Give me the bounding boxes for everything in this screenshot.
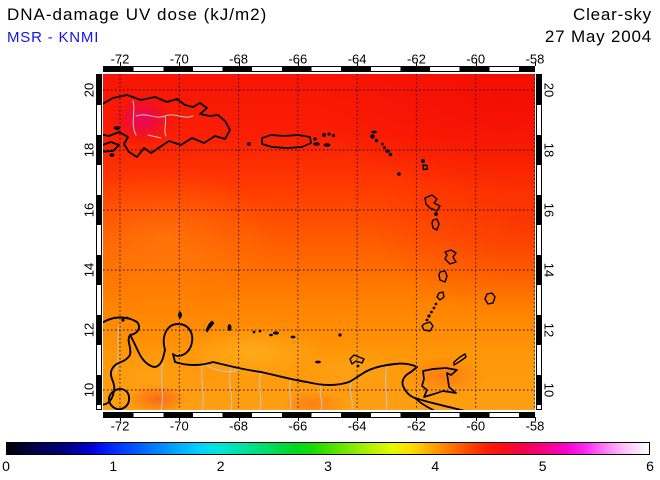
- lon-tick-label-top: -70: [169, 51, 189, 67]
- bottom-axis-frame: [103, 412, 535, 418]
- st-vincent-coastline: [436, 291, 445, 301]
- lon-tick-label-top: -64: [347, 51, 367, 67]
- lat-tick-label-left: 14: [81, 262, 97, 278]
- tobago-coastline: [453, 353, 467, 366]
- lat-tick-label-left: 20: [81, 82, 97, 98]
- source-label: MSR - KNMI: [7, 29, 100, 46]
- bottom-axis-tick: [416, 417, 418, 421]
- hispaniola-coastline: [103, 94, 231, 158]
- st-lucia-coastline: [438, 270, 448, 283]
- uv-dose-field: [103, 74, 535, 410]
- maracaibo-lake: [108, 388, 130, 410]
- puerto-rico-coastline: [261, 134, 312, 149]
- colorbar-tick-label: 6: [646, 458, 654, 474]
- bottom-axis-tick: [357, 417, 359, 421]
- lat-tick-label-left: 10: [81, 382, 97, 398]
- colorbar-tick-label: 0: [2, 458, 10, 474]
- trinidad-coastline: [421, 367, 458, 398]
- colorbar-tick-label: 4: [431, 458, 440, 474]
- virgin-islands: [247, 132, 336, 147]
- haiti-south-peninsula-coastline: [103, 141, 120, 153]
- lon-tick-label-top: -62: [407, 51, 426, 67]
- page-title: DNA-damage UV dose (kJ/m2): [7, 5, 268, 24]
- lon-tick-label-top: -66: [288, 51, 308, 67]
- lat-tick-label-right: 20: [541, 82, 557, 98]
- bottom-axis-tick: [179, 417, 181, 421]
- right-axis-frame: [536, 74, 542, 410]
- bottom-axis-tick: [120, 417, 121, 421]
- grenada-coastline: [421, 321, 434, 332]
- colorbar: [6, 442, 650, 455]
- dominica-coastline: [431, 218, 440, 231]
- lat-tick-label-left: 16: [81, 202, 97, 218]
- bottom-axis-tick: [475, 417, 477, 421]
- colorbar-tick-label: 5: [538, 458, 547, 474]
- colorbar-tick-label: 1: [109, 458, 118, 474]
- bottom-axis-tick: [238, 417, 240, 421]
- lon-tick-label-bottom: -72: [110, 418, 130, 434]
- lat-tick-label-right: 18: [541, 142, 557, 158]
- map-canvas: [103, 74, 535, 410]
- margarita-coastline: [349, 354, 365, 365]
- date-label: 27 May 2004: [544, 27, 652, 46]
- venezuela-islands: [121, 311, 360, 368]
- top-axis-tick: [357, 62, 359, 66]
- left-axis-frame: [96, 74, 102, 410]
- lesser-antilles-islands: [370, 130, 496, 332]
- top-axis-tick: [534, 62, 536, 66]
- lon-tick-label-bottom: -58: [525, 418, 545, 434]
- barbados-coastline: [484, 292, 496, 305]
- colorbar-tick-label: 3: [324, 458, 332, 474]
- small-island: [109, 153, 115, 157]
- lon-tick-label-top: -58: [525, 51, 545, 67]
- lon-tick-label-top: -72: [110, 51, 130, 67]
- antigua-coastline: [422, 164, 429, 171]
- lon-tick-label-bottom: -64: [347, 418, 367, 434]
- bottom-axis-tick: [297, 417, 299, 421]
- top-axis-tick: [179, 62, 181, 66]
- top-axis-frame: [103, 66, 535, 72]
- lat-tick-label-right: 16: [541, 202, 557, 218]
- colorbar-tick-label: 2: [216, 458, 225, 474]
- lon-tick-label-bottom: -62: [407, 418, 426, 434]
- grid-lines: [103, 74, 535, 410]
- lat-tick-label-right: 10: [541, 382, 557, 398]
- top-axis-tick: [297, 62, 299, 66]
- coastlines: [103, 94, 496, 410]
- top-axis-tick: [416, 62, 418, 66]
- lon-tick-label-bottom: -66: [288, 418, 308, 434]
- top-axis-tick: [120, 62, 121, 66]
- bottom-axis-tick: [534, 417, 536, 421]
- lat-tick-label-right: 14: [541, 262, 557, 278]
- lon-tick-label-bottom: -68: [229, 418, 248, 434]
- sky-condition-label: Clear-sky: [573, 5, 652, 24]
- lon-tick-label-bottom: -70: [169, 418, 189, 434]
- lon-tick-label-top: -60: [466, 51, 486, 67]
- guadeloupe-coastline: [424, 194, 441, 212]
- martinique-coastline: [444, 249, 457, 265]
- south-america-coastline: [129, 323, 465, 410]
- lon-tick-label-bottom: -60: [466, 418, 486, 434]
- country-borders: [114, 100, 388, 410]
- uv-hotspot-hispaniola: [109, 92, 177, 146]
- map-area: [103, 74, 535, 410]
- top-axis-tick: [238, 62, 240, 66]
- top-axis-tick: [475, 62, 477, 66]
- lat-tick-label-left: 18: [81, 142, 97, 158]
- orinoco-delta-coastline: [414, 397, 435, 410]
- lon-tick-label-top: -68: [229, 51, 248, 67]
- lat-tick-label-right: 12: [541, 322, 557, 338]
- lat-tick-label-left: 12: [81, 322, 97, 338]
- gonave-island: [113, 126, 121, 130]
